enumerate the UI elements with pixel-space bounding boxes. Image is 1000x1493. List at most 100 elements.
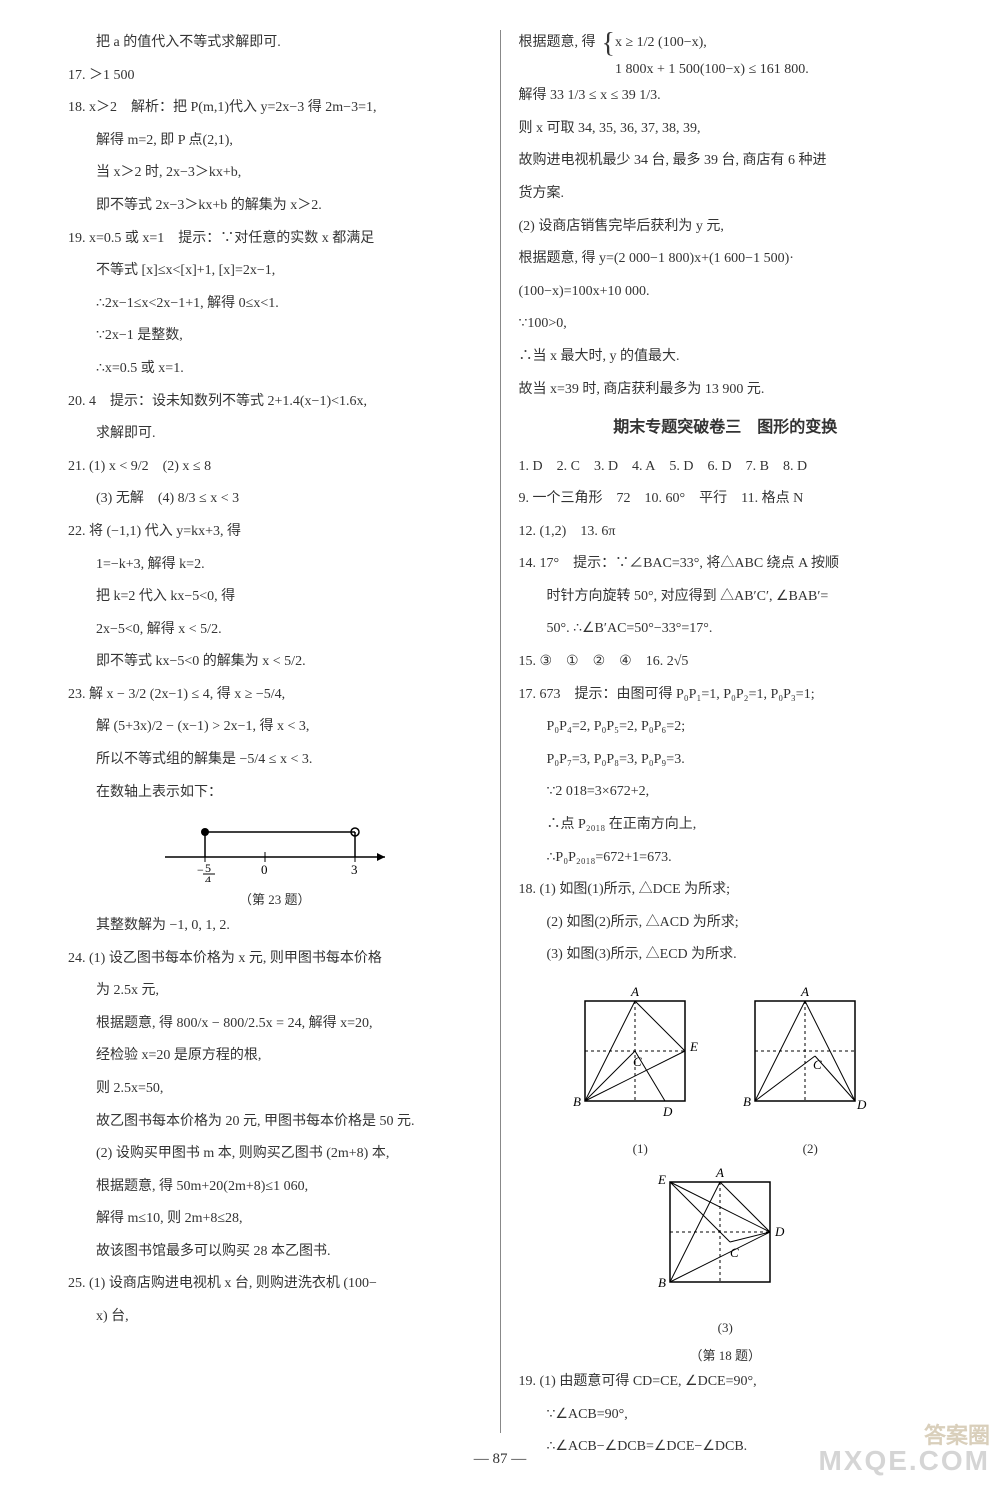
svg-text:D: D bbox=[774, 1224, 785, 1239]
text-line: 根据题意, 得 y=(2 000−1 800)x+(1 600−1 500)· bbox=[519, 246, 933, 273]
svg-text:B: B bbox=[658, 1275, 666, 1290]
text-line: 所以不等式组的解集是 −5/4 ≤ x < 3. bbox=[68, 747, 482, 774]
text-line: 故乙图书每本价格为 20 元, 甲图书每本价格是 50 元. bbox=[68, 1109, 482, 1136]
svg-text:B: B bbox=[743, 1094, 751, 1109]
text-line: 为 2.5x 元, bbox=[68, 978, 482, 1005]
text-line: x ≥ 1/2 (100−x), bbox=[615, 30, 809, 57]
text-line: (2) 设购买甲图书 m 本, 则购买乙图书 (2m+8) 本, bbox=[68, 1141, 482, 1168]
text-line: 50°. ∴∠B′AC=50°−33°=17°. bbox=[519, 616, 933, 643]
svg-text:0: 0 bbox=[261, 862, 268, 877]
text-line: 则 x 可取 34, 35, 36, 37, 38, 39, bbox=[519, 116, 933, 143]
text-line: 解得 33 1/3 ≤ x ≤ 39 1/3. bbox=[519, 83, 933, 110]
text-line: 求解即可. bbox=[68, 421, 482, 448]
text-line: (2) 如图(2)所示, △ACD 为所求; bbox=[519, 910, 933, 937]
figure-18-3: A B C D E bbox=[650, 1162, 800, 1312]
number-line-diagram: − 5 4 0 3 bbox=[145, 812, 405, 882]
text-line: 1 800x + 1 500(100−x) ≤ 161 800. bbox=[615, 57, 809, 84]
svg-text:3: 3 bbox=[351, 862, 358, 877]
text-line: (3) 如图(3)所示, △ECD 为所求. bbox=[519, 942, 933, 969]
svg-text:E: E bbox=[689, 1039, 698, 1054]
q17r: 17. 673 提示：由图可得 P₀P₁=1, P₀P₂=1, P₀P₃=1; bbox=[519, 682, 933, 709]
svg-text:A: A bbox=[630, 984, 639, 999]
text-line: 不等式 [x]≤x<[x]+1, [x]=2x−1, bbox=[68, 258, 482, 285]
svg-text:D: D bbox=[662, 1104, 673, 1119]
q24: 24. (1) 设乙图书每本价格为 x 元, 则甲图书每本价格 bbox=[68, 946, 482, 973]
q17: 17. ＞1 500 bbox=[68, 63, 482, 90]
svg-text:C: C bbox=[730, 1245, 739, 1260]
svg-text:D: D bbox=[856, 1097, 867, 1112]
svg-text:E: E bbox=[657, 1172, 666, 1187]
text-line: 则 2.5x=50, bbox=[68, 1076, 482, 1103]
text-line: ∵2 018=3×672+2, bbox=[519, 779, 933, 806]
fig23-caption: （第 23 题） bbox=[68, 888, 482, 913]
figure-row-1: A B C D E (1) A B bbox=[519, 975, 933, 1162]
svg-text:C: C bbox=[813, 1057, 822, 1072]
svg-text:C: C bbox=[633, 1054, 642, 1069]
text-line: 解得 m=2, 即 P 点(2,1), bbox=[68, 128, 482, 155]
answers-row: 15. ③ ① ② ④ 16. 2√5 bbox=[519, 649, 933, 676]
text-line: 即不等式 kx−5<0 的解集为 x < 5/2. bbox=[68, 649, 482, 676]
q25: 25. (1) 设商店购进电视机 x 台, 则购进洗衣机 (100− bbox=[68, 1271, 482, 1298]
fig-caption: (2) bbox=[735, 1137, 885, 1162]
watermark-url: MXQE.COM bbox=[818, 1434, 990, 1487]
text-line: ∵100>0, bbox=[519, 311, 933, 338]
section-title: 期末专题突破卷三 图形的变换 bbox=[519, 413, 933, 443]
text-line: 在数轴上表示如下： bbox=[68, 780, 482, 807]
q18: 18. x＞2 解析：把 P(m,1)代入 y=2x−3 得 2m−3=1, bbox=[68, 95, 482, 122]
text-line: 把 k=2 代入 kx−5<0, 得 bbox=[68, 584, 482, 611]
text-line: P₀P₇=3, P₀P₈=3, P₀P₉=3. bbox=[519, 747, 933, 774]
page: 把 a 的值代入不等式求解即可. 17. ＞1 500 18. x＞2 解析：把… bbox=[50, 30, 950, 1433]
text-line: (2) 设商店销售完毕后获利为 y 元, bbox=[519, 214, 933, 241]
text-line: P₀P₄=2, P₀P₅=2, P₀P₆=2; bbox=[519, 714, 933, 741]
text-line: 根据题意, 得 bbox=[519, 30, 596, 57]
q14: 14. 17° 提示：∵∠BAC=33°, 将△ABC 绕点 A 按顺 bbox=[519, 551, 933, 578]
q19: 19. (1) 由题意可得 CD=CE, ∠DCE=90°, bbox=[519, 1369, 933, 1396]
text-line: 解得 m≤10, 则 2m+8≤28, bbox=[68, 1206, 482, 1233]
text-line: ∴P₀P₂₀₁₈=672+1=673. bbox=[519, 845, 933, 872]
text-line: ∵∠ACB=90°, bbox=[519, 1402, 933, 1429]
text-line: 其整数解为 −1, 0, 1, 2. bbox=[68, 913, 482, 940]
figure-18-1: A B C D E bbox=[565, 981, 715, 1131]
text-line: ∴x=0.5 或 x=1. bbox=[68, 356, 482, 383]
text-line: 故购进电视机最少 34 台, 最多 39 台, 商店有 6 种进 bbox=[519, 148, 933, 175]
left-column: 把 a 的值代入不等式求解即可. 17. ＞1 500 18. x＞2 解析：把… bbox=[50, 30, 501, 1433]
text-line: 解 (5+3x)/2 − (x−1) > 2x−1, 得 x < 3, bbox=[68, 714, 482, 741]
svg-text:−: − bbox=[197, 863, 204, 877]
fig-caption: (3) bbox=[519, 1316, 933, 1341]
text-line: x) 台, bbox=[68, 1304, 482, 1331]
answers-row: 1. D 2. C 3. D 4. A 5. D 6. D 7. B 8. D bbox=[519, 454, 933, 481]
q19: 19. x=0.5 或 x=1 提示：∵对任意的实数 x 都满足 bbox=[68, 226, 482, 253]
q23: 23. 解 x − 3/2 (2x−1) ≤ 4, 得 x ≥ −5/4, bbox=[68, 682, 482, 709]
svg-text:4: 4 bbox=[205, 873, 211, 882]
q20: 20. 4 提示：设未知数列不等式 2+1.4(x−1)<1.6x, bbox=[68, 389, 482, 416]
figure-18-2: A B C D bbox=[735, 981, 885, 1131]
fig18-caption: （第 18 题） bbox=[519, 1344, 933, 1369]
q21a: 21. (1) x < 9/2 (2) x ≤ 8 bbox=[68, 454, 482, 481]
text-line: 经检验 x=20 是原方程的根, bbox=[68, 1043, 482, 1070]
text-line: 即不等式 2x−3＞kx+b 的解集为 x＞2. bbox=[68, 193, 482, 220]
text-line: ∴当 x 最大时, y 的值最大. bbox=[519, 344, 933, 371]
q22: 22. 将 (−1,1) 代入 y=kx+3, 得 bbox=[68, 519, 482, 546]
text-line: 故当 x=39 时, 商店获利最多为 13 900 元. bbox=[519, 377, 933, 404]
svg-text:A: A bbox=[800, 984, 809, 999]
text-line: 2x−5<0, 解得 x < 5/2. bbox=[68, 617, 482, 644]
fig-caption: (1) bbox=[565, 1137, 715, 1162]
answers-row: 9. 一个三角形 72 10. 60° 平行 11. 格点 N bbox=[519, 486, 933, 513]
text-line: 货方案. bbox=[519, 181, 933, 208]
text-line: (100−x)=100x+10 000. bbox=[519, 279, 933, 306]
text-line: 当 x＞2 时, 2x−3＞kx+b, bbox=[68, 160, 482, 187]
text-line: 把 a 的值代入不等式求解即可. bbox=[68, 30, 482, 57]
text-line: 根据题意, 得 50m+20(2m+8)≤1 060, bbox=[68, 1174, 482, 1201]
text-line: 1=−k+3, 解得 k=2. bbox=[68, 552, 482, 579]
right-column: 根据题意, 得 { x ≥ 1/2 (100−x), 1 800x + 1 50… bbox=[501, 30, 951, 1433]
text-line: 根据题意, 得 800/x − 800/2.5x = 24, 解得 x=20, bbox=[68, 1011, 482, 1038]
text-line: ∴点 P₂₀₁₈ 在正南方向上, bbox=[519, 812, 933, 839]
q18r: 18. (1) 如图(1)所示, △DCE 为所求; bbox=[519, 877, 933, 904]
text-line: ∵2x−1 是整数, bbox=[68, 323, 482, 350]
svg-text:A: A bbox=[715, 1165, 724, 1180]
text-line: 时针方向旋转 50°, 对应得到 △AB′C′, ∠BAB′= bbox=[519, 584, 933, 611]
svg-text:B: B bbox=[573, 1094, 581, 1109]
q21b: (3) 无解 (4) 8/3 ≤ x < 3 bbox=[68, 486, 482, 513]
text-line: 故该图书馆最多可以购买 28 本乙图书. bbox=[68, 1239, 482, 1266]
text-line: ∴2x−1≤x<2x−1+1, 解得 0≤x<1. bbox=[68, 291, 482, 318]
